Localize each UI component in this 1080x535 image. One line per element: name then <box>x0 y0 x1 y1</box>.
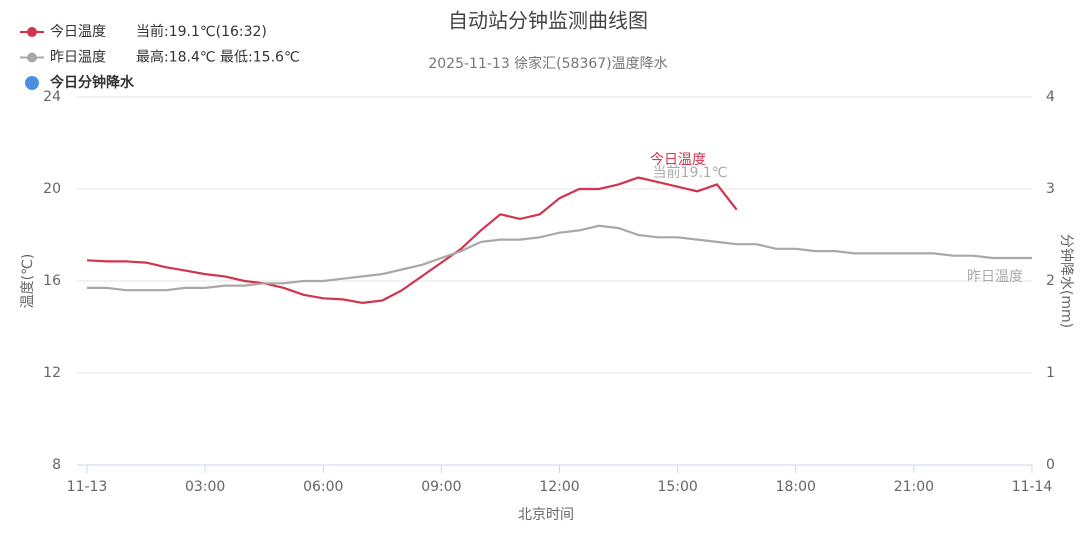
y2-axis-label: 分钟降水(mm) <box>1058 234 1075 328</box>
line-label: 昨日温度 <box>967 269 1023 285</box>
x-tick-label: 12:00 <box>539 479 579 495</box>
y2-tick-label: 2 <box>1046 273 1055 289</box>
y2-tick-label: 4 <box>1046 89 1055 105</box>
x-tick-label: 18:00 <box>776 479 816 495</box>
legend-label: 昨日温度 <box>50 50 106 66</box>
x-tick-label: 21:00 <box>894 479 934 495</box>
x-tick-label: 11-13 <box>67 479 108 495</box>
y-tick-label: 16 <box>43 273 61 289</box>
legend-info: 最高:18.4℃ 最低:15.6℃ <box>136 49 300 66</box>
chart-subtitle: 2025-11-13 徐家汇(58367)温度降水 <box>428 55 667 72</box>
x-tick-label: 09:00 <box>421 479 461 495</box>
legend-info: 当前:19.1℃(16:32) <box>136 23 267 40</box>
y-tick-label: 20 <box>43 181 61 197</box>
series-line <box>87 224 1032 292</box>
x-tick-label: 11-14 <box>1012 479 1053 495</box>
line-label: 今日温度 <box>650 152 706 168</box>
chart-title: 自动站分钟监测曲线图 <box>448 9 648 33</box>
y2-tick-label: 3 <box>1046 181 1055 197</box>
line-label: 当前19.1℃ <box>653 164 728 181</box>
legend-marker <box>27 52 37 63</box>
x-tick-label: 03:00 <box>185 479 225 495</box>
x-axis-label: 北京时间 <box>518 507 574 523</box>
legend-label: 今日分钟降水 <box>49 74 135 91</box>
legend-marker <box>25 76 39 90</box>
legend-label: 今日温度 <box>50 24 106 40</box>
y-tick-label: 24 <box>43 89 61 105</box>
y2-tick-label: 1 <box>1046 365 1055 381</box>
y-axis-label: 温度(℃) <box>20 254 36 309</box>
legend-marker <box>27 27 37 37</box>
x-tick-label: 15:00 <box>657 479 697 495</box>
x-tick-label: 06:00 <box>303 479 343 495</box>
y-tick-label: 12 <box>43 365 61 381</box>
y2-tick-label: 0 <box>1046 457 1055 473</box>
series-line <box>86 176 738 305</box>
y-tick-label: 8 <box>52 457 61 473</box>
